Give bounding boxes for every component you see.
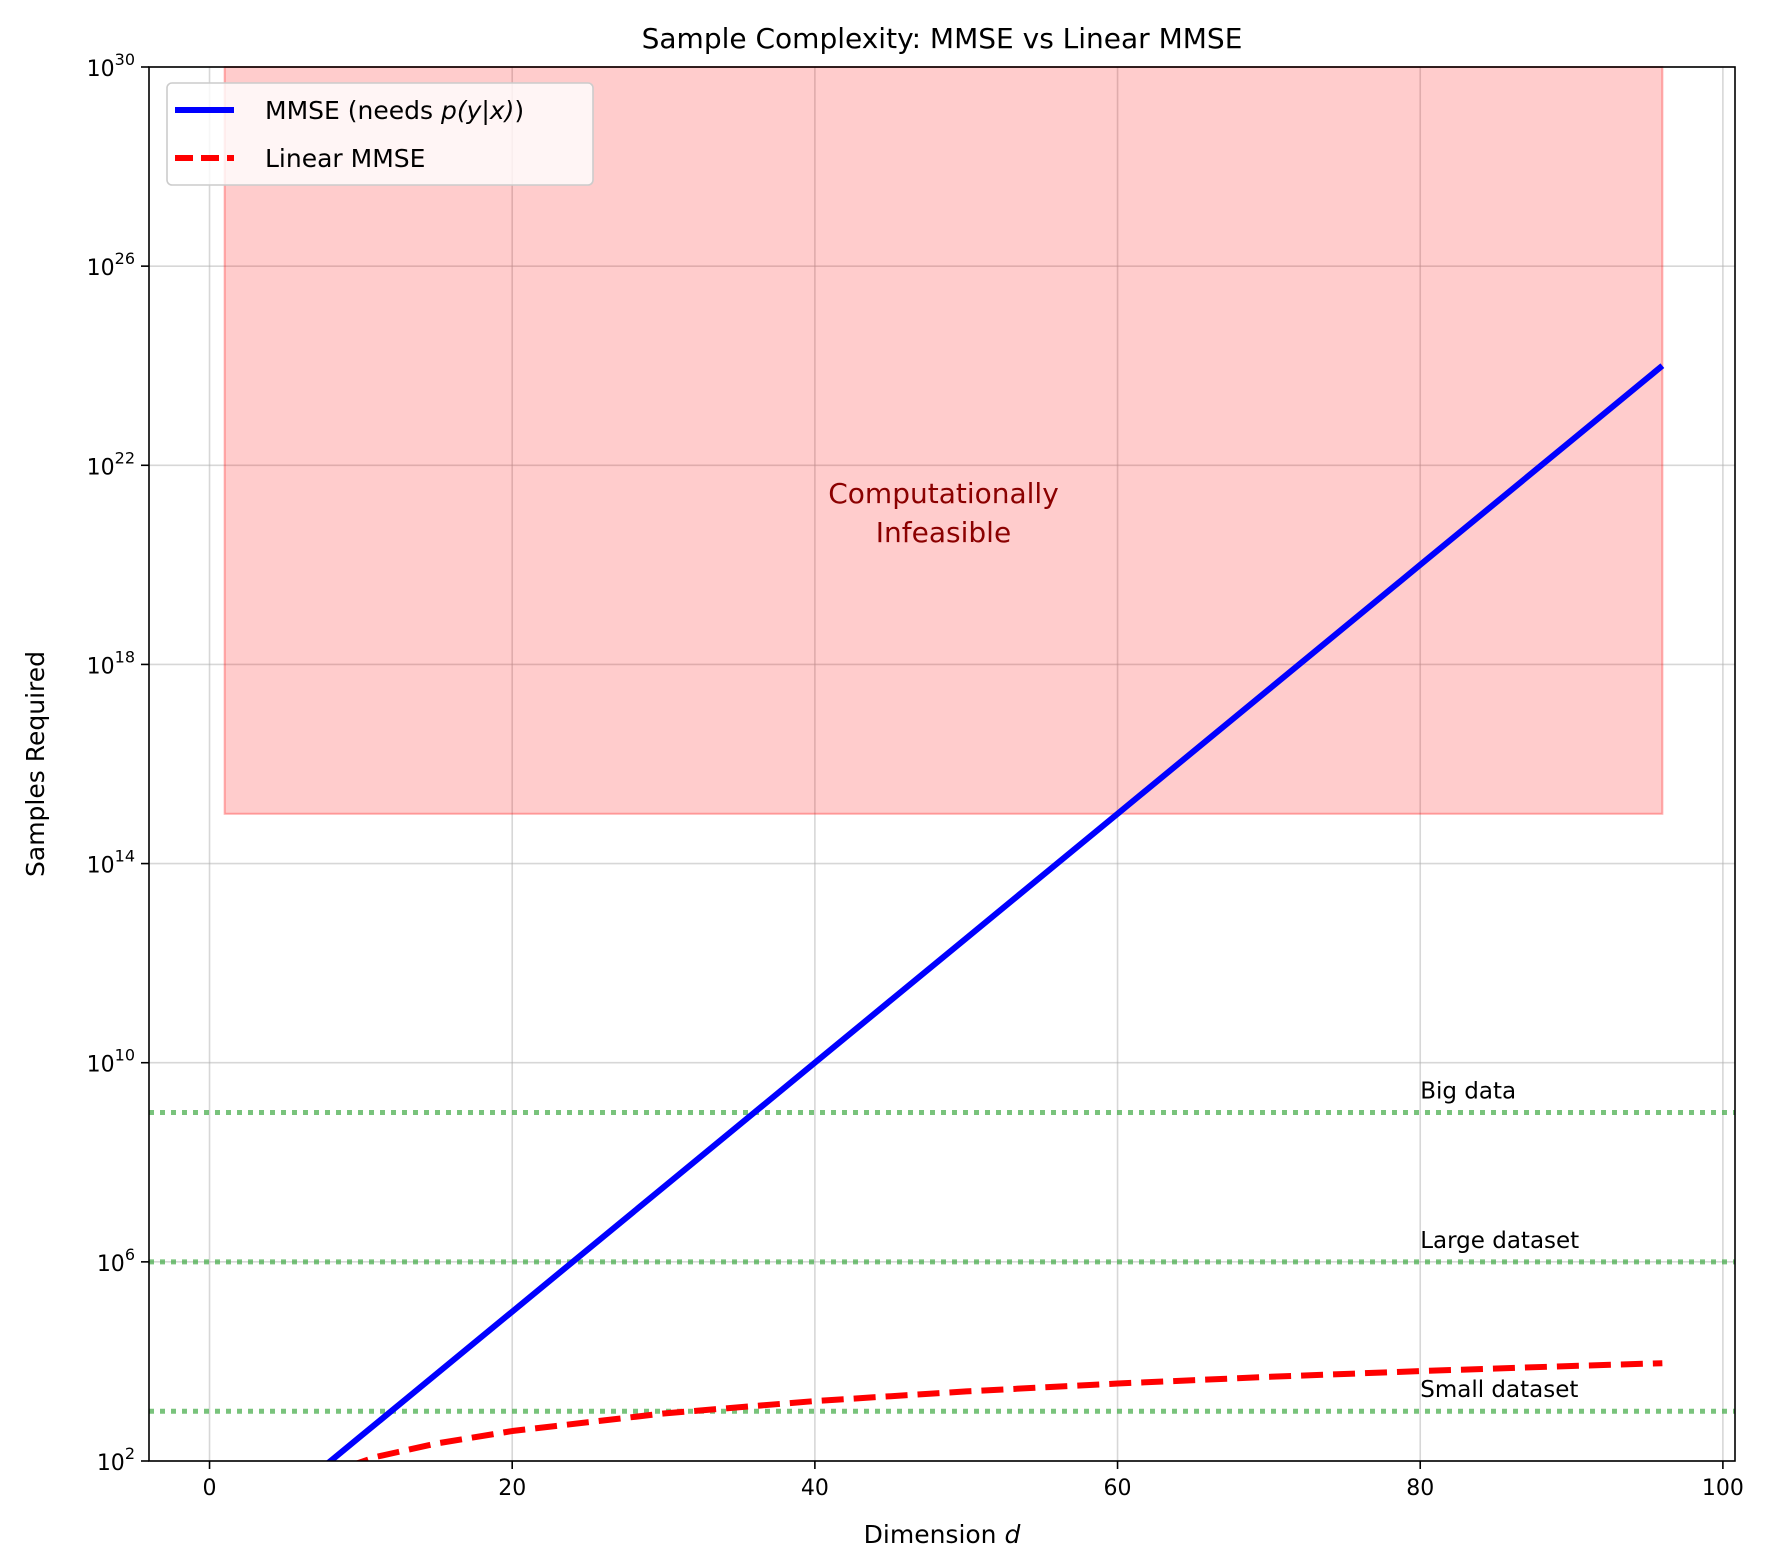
legend-box bbox=[166, 82, 594, 186]
y-tick-label: 1010 bbox=[87, 1046, 135, 1078]
y-tick-label: 1014 bbox=[87, 847, 135, 879]
x-tick-label: 20 bbox=[498, 1476, 526, 1501]
y-tick-label: 1018 bbox=[87, 647, 135, 679]
x-tick-label: 0 bbox=[203, 1476, 217, 1501]
x-axis-label: Dimension d bbox=[864, 1520, 1021, 1549]
y-tick-label: 1026 bbox=[87, 249, 135, 281]
reference-line-label: Large dataset bbox=[1420, 1228, 1579, 1254]
infeasible-region bbox=[223, 66, 1664, 815]
infeasible-label-line1: Computationally bbox=[828, 477, 1059, 510]
y-tick-label: 106 bbox=[97, 1245, 135, 1277]
x-tick-label: 40 bbox=[801, 1476, 829, 1501]
series-group bbox=[325, 363, 1665, 1461]
y-axis-label: Samples Required bbox=[21, 651, 50, 877]
x-axis-label-variable: d bbox=[1004, 1520, 1020, 1549]
x-tick-label: 60 bbox=[1104, 1476, 1132, 1501]
plot-frame bbox=[148, 66, 1736, 1462]
mmse-line bbox=[325, 363, 1665, 1461]
axes: 0 20 40 60 80 100 102 106 1010 1014 1018 1022 1026 10… bbox=[87, 50, 1744, 1501]
chart-title: Sample Complexity: MMSE vs Linear MMSE bbox=[642, 22, 1243, 55]
x-tick-label: 80 bbox=[1406, 1476, 1434, 1501]
legend-label-linear-mmse: Linear MMSE bbox=[265, 144, 425, 173]
reference-line-label: Small dataset bbox=[1420, 1377, 1578, 1403]
shaded-region-group: Computationally Infeasible bbox=[223, 66, 1664, 815]
x-axis-label-text: Dimension bbox=[864, 1520, 997, 1549]
legend: MMSE (needs p(y|x)) Linear MMSE bbox=[166, 82, 594, 186]
legend-label-mmse: MMSE (needs p(y|x)) bbox=[265, 96, 524, 125]
reference-lines: Big data Large dataset Small dataset bbox=[149, 1079, 1735, 1414]
linear-mmse-line bbox=[354, 1360, 1663, 1461]
y-tick-label: 1030 bbox=[87, 50, 135, 82]
x-tick-label: 100 bbox=[1702, 1476, 1744, 1501]
reference-line-label: Big data bbox=[1420, 1079, 1516, 1105]
infeasible-label-line2: Infeasible bbox=[876, 516, 1011, 549]
y-tick-label: 102 bbox=[97, 1444, 135, 1476]
y-tick-label: 1022 bbox=[87, 448, 135, 480]
